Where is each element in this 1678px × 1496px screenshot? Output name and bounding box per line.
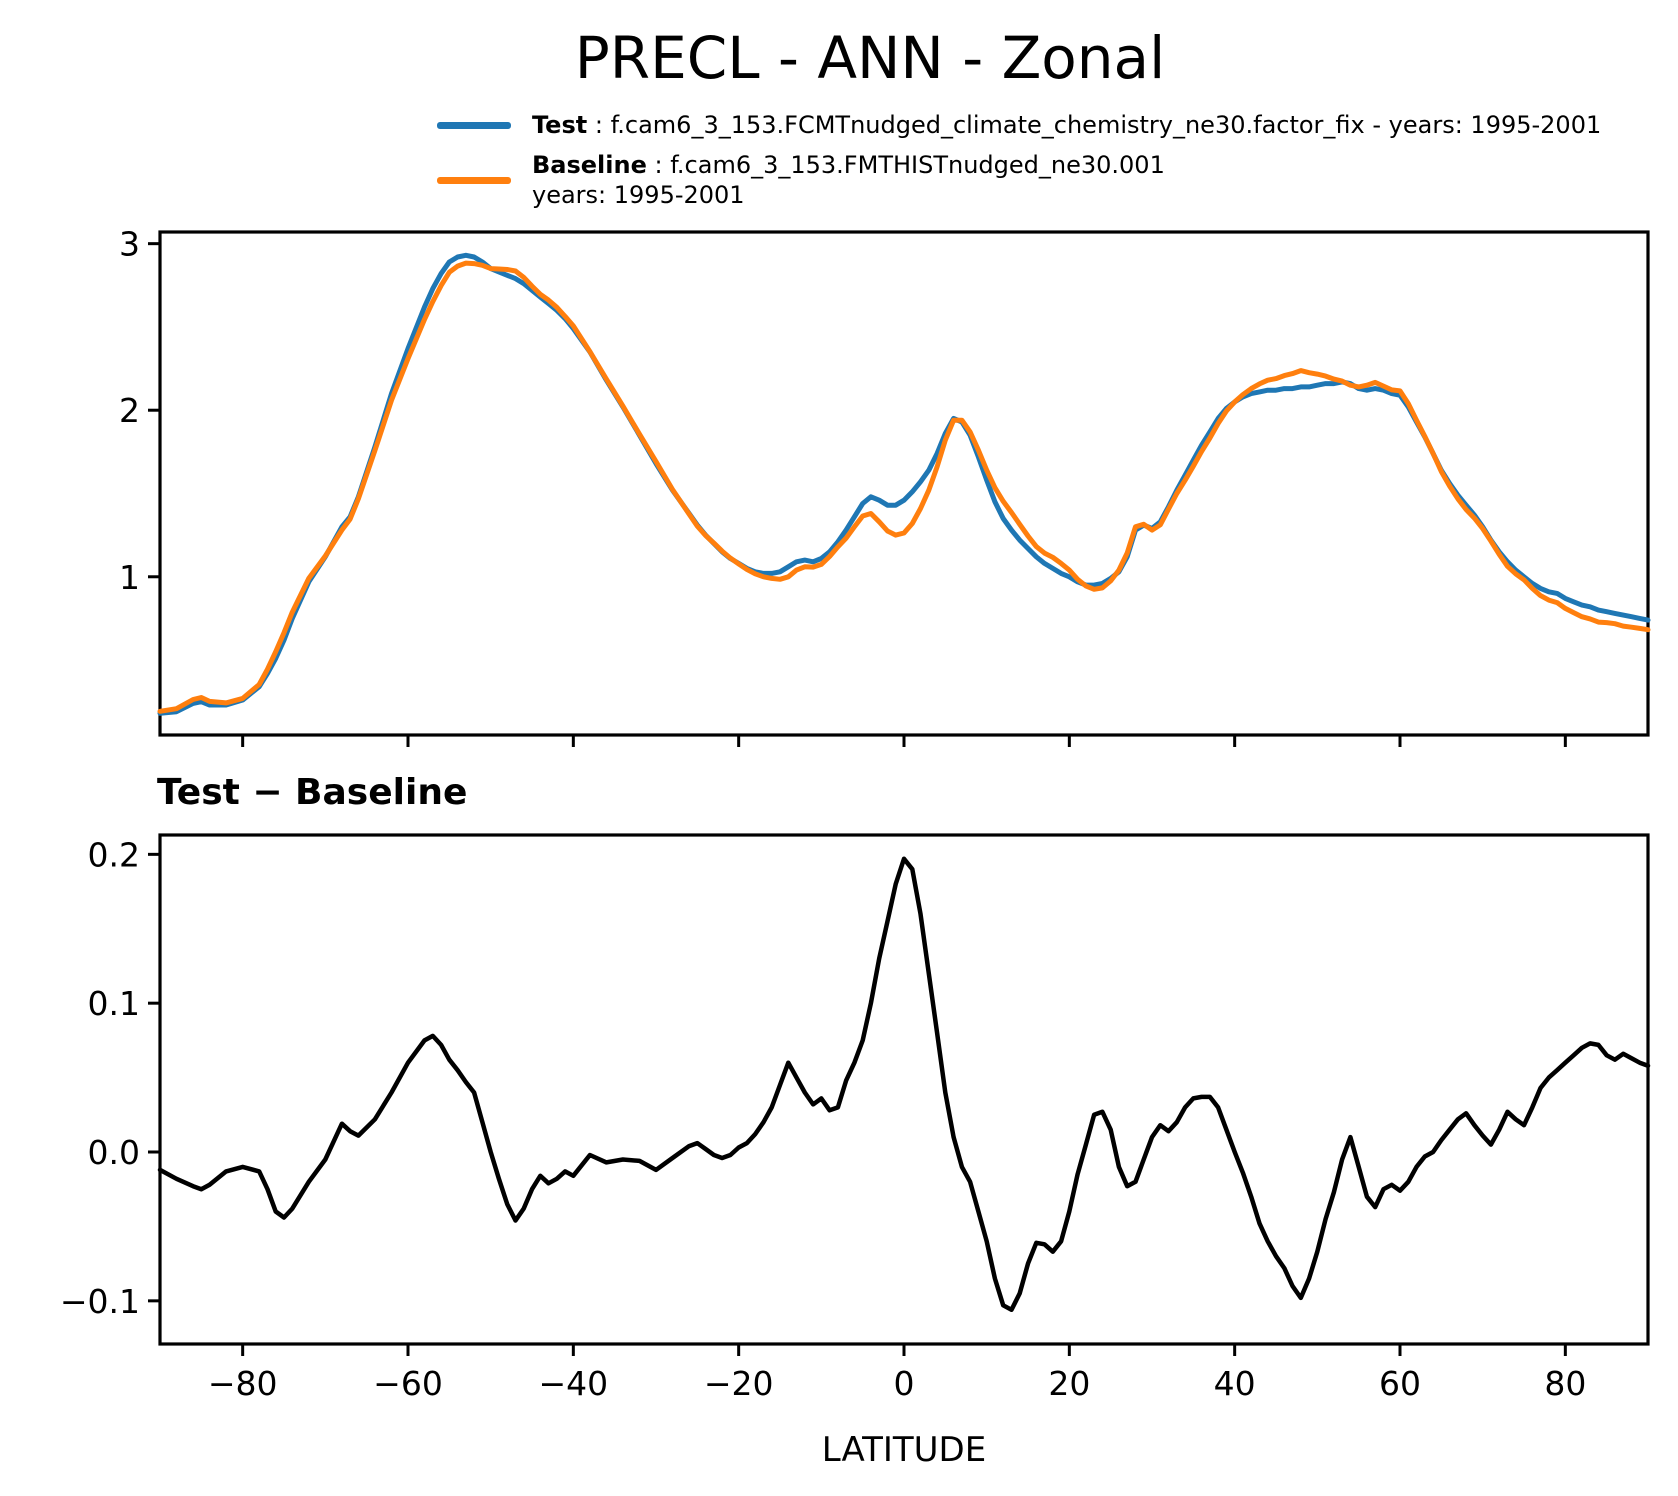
legend-item-test: Test : f.cam6_3_153.FCMTnudged_climate_c… (437, 110, 1601, 140)
legend-baseline-label-line1: Baseline : f.cam6_3_153.FMTHISTnudged_ne… (532, 150, 1165, 180)
legend: Test : f.cam6_3_153.FCMTnudged_climate_c… (437, 110, 1601, 220)
legend-test-label-text: f.cam6_3_153.FCMTnudged_climate_chemistr… (610, 111, 1602, 139)
x-tick-label: −20 (704, 1364, 774, 1403)
test-line-swatch (437, 121, 511, 129)
y-tick-label: 1 (119, 558, 140, 597)
y-tick-label: 0.1 (88, 984, 140, 1023)
legend-item-baseline: Baseline : f.cam6_3_153.FMTHISTnudged_ne… (437, 150, 1601, 210)
lower-diff-panel: −80 −60 −40 −20 0 20 40 60 80 −0.1 0.0 0.1 0.2 (60, 833, 1651, 1403)
legend-item-baseline-label: Baseline : f.cam6_3_153.FMTHISTnudged_ne… (532, 150, 1165, 210)
x-tick-label: 0 (894, 1364, 915, 1403)
x-tick-label: 60 (1379, 1364, 1421, 1403)
y-tick-label: −0.1 (60, 1282, 140, 1321)
upper-zonal-panel: 1 2 3 (119, 225, 1651, 747)
test-line (157, 252, 1651, 716)
baseline-line (157, 260, 1651, 714)
legend-test-label-bold: Test (532, 111, 588, 139)
diff-line (157, 856, 1651, 1313)
x-tick-label: 40 (1214, 1364, 1256, 1403)
baseline-line-swatch (437, 176, 511, 184)
legend-baseline-label-text: f.cam6_3_153.FMTHISTnudged_ne30.001 (670, 151, 1165, 179)
x-tick-label: −40 (539, 1364, 609, 1403)
y-tick-label: 2 (119, 391, 140, 430)
y-tick-label: 0.0 (88, 1133, 140, 1172)
x-axis-label: LATITUDE (821, 1430, 987, 1470)
x-tick-label: −80 (208, 1364, 278, 1403)
axes-frame (158, 230, 1650, 737)
axes-frame (158, 833, 1650, 1346)
legend-baseline-label-line2: years: 1995-2001 (532, 181, 745, 209)
x-tick-label: 20 (1048, 1364, 1090, 1403)
legend-baseline-label-bold: Baseline (532, 151, 647, 179)
legend-baseline-label-sep: : (646, 151, 671, 179)
legend-test-label-sep: : (587, 111, 611, 139)
page-title: PRECL - ANN - Zonal (574, 24, 1166, 92)
x-tick-label: −60 (373, 1364, 443, 1403)
diff-panel-title: Test − Baseline (157, 772, 468, 813)
y-tick-label: 0.2 (88, 835, 140, 874)
x-tick-label: 80 (1544, 1364, 1586, 1403)
legend-item-test-label: Test : f.cam6_3_153.FCMTnudged_climate_c… (532, 110, 1601, 140)
y-tick-label: 3 (119, 225, 140, 264)
